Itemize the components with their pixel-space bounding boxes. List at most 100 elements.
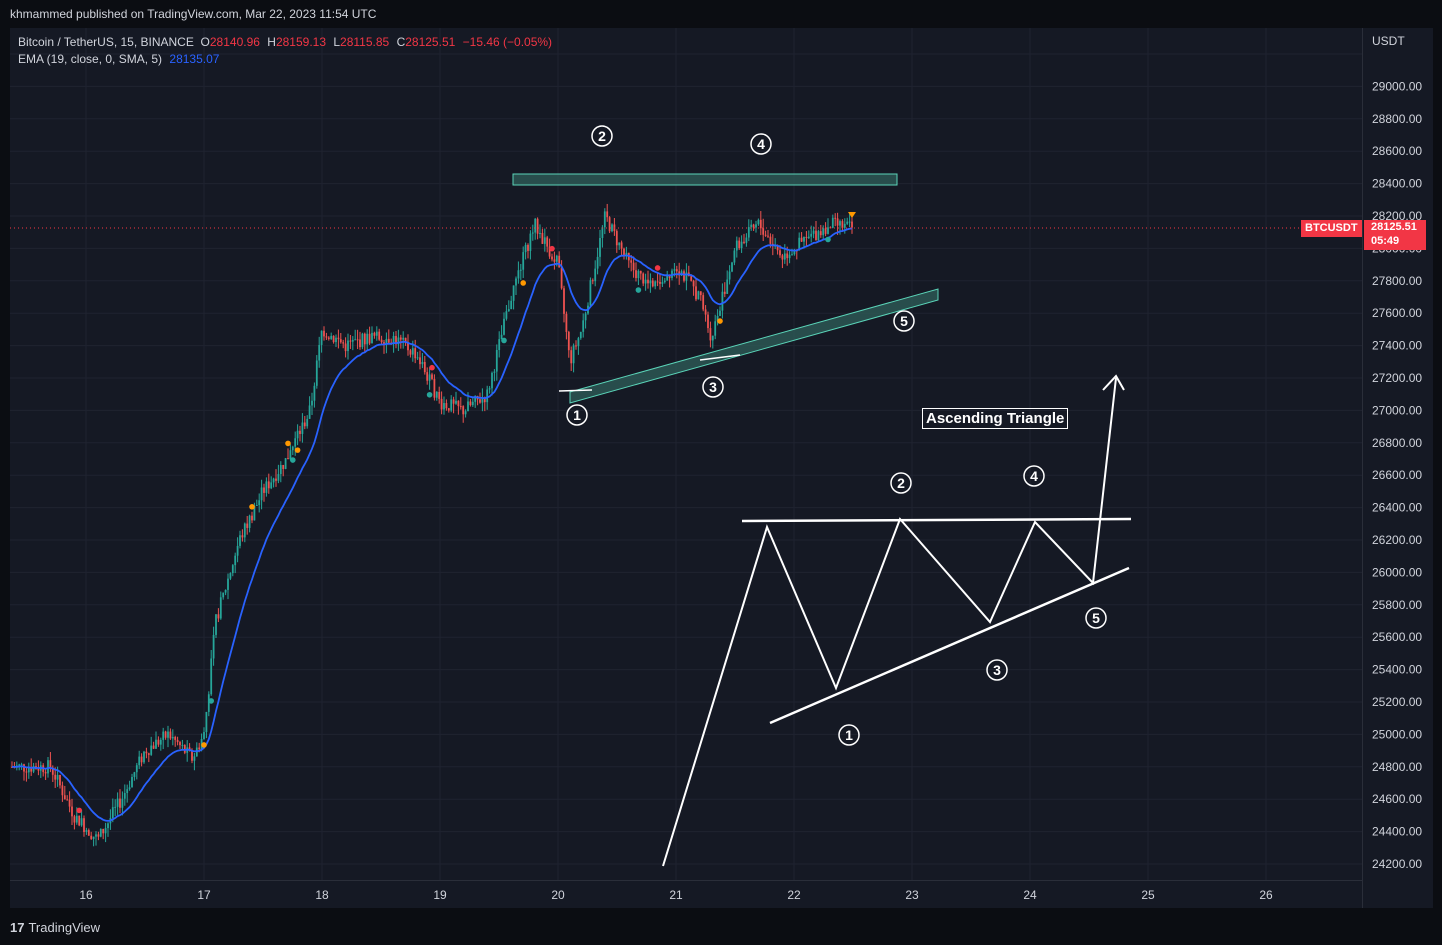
time-tick-label: 20	[551, 888, 565, 902]
candle-body	[495, 349, 498, 372]
candle-body	[183, 745, 186, 753]
candle-body	[320, 330, 323, 345]
candle-body	[455, 400, 457, 404]
candle-body	[272, 478, 275, 483]
candle-body	[270, 482, 273, 489]
candle-body	[207, 694, 210, 712]
signal-dot	[76, 807, 82, 814]
candle-body	[68, 799, 71, 807]
candle-body	[639, 270, 642, 274]
candle-body	[486, 389, 489, 403]
brand-name: TradingView	[28, 920, 101, 935]
candle-body	[162, 731, 165, 740]
candle-body	[279, 465, 282, 475]
candle-body	[675, 269, 678, 272]
candle-body	[560, 267, 563, 289]
candle-body	[342, 342, 345, 344]
low-value: 28115.85	[340, 35, 390, 49]
candle-body	[553, 259, 556, 262]
candle-body	[95, 834, 97, 837]
low1-marker	[558, 389, 593, 392]
candle-body	[747, 227, 750, 238]
candle-body	[699, 291, 702, 296]
support-channel	[569, 288, 939, 404]
candle-body	[27, 767, 30, 773]
candle-body	[296, 430, 299, 439]
price-tick-label: 26000.00	[1372, 565, 1422, 579]
candle-body	[500, 334, 503, 340]
candle-body	[582, 320, 585, 332]
candle-body	[356, 339, 359, 341]
candle-body	[20, 764, 23, 766]
candle-body	[263, 487, 265, 493]
candle-body	[707, 314, 709, 329]
candle-body	[836, 218, 839, 226]
candle-body	[313, 385, 316, 401]
time-axis[interactable]	[10, 880, 1362, 909]
candle-body	[327, 337, 330, 339]
candle-body	[231, 565, 234, 574]
candle-body	[75, 815, 78, 823]
price-axis[interactable]	[1362, 28, 1433, 908]
candle-body	[632, 262, 635, 271]
candle-body	[104, 828, 107, 834]
svg-text:3: 3	[993, 662, 1001, 678]
tv-logo-icon: 17	[10, 920, 25, 935]
candle-body	[66, 799, 69, 801]
candles	[11, 203, 853, 847]
candle-body	[387, 338, 390, 343]
candle-body	[414, 348, 417, 359]
candle-body	[191, 750, 193, 761]
close-label: C	[396, 35, 406, 49]
candle-body	[63, 795, 66, 800]
candle-body	[121, 798, 124, 808]
candle-body	[462, 406, 465, 415]
chart-legend[interactable]: Bitcoin / TetherUS, 15, BINANCE O28140.9…	[18, 34, 556, 68]
candle-body	[205, 711, 208, 733]
candle-body	[786, 253, 789, 259]
candle-body	[37, 768, 40, 771]
candle-body	[392, 335, 395, 344]
indicator-row[interactable]: EMA (19, close, 0, SMA, 5) 28135.07	[18, 51, 556, 68]
candle-body	[248, 515, 251, 528]
price-tick-label: 28400.00	[1372, 177, 1422, 191]
price-tick-label: 25400.00	[1372, 663, 1422, 677]
tradingview-logo[interactable]: 17 TradingView	[10, 920, 100, 935]
svg-text:1: 1	[573, 407, 581, 423]
price-tick-label: 28800.00	[1372, 112, 1422, 126]
candle-body	[608, 217, 611, 232]
time-tick-label: 16	[79, 888, 93, 902]
candle-body	[601, 227, 604, 238]
price-tick-label: 26800.00	[1372, 436, 1422, 450]
candle-body	[267, 481, 270, 489]
pattern-label[interactable]: Ascending Triangle	[922, 408, 1069, 429]
high-label: H	[267, 35, 276, 49]
candle-body	[803, 236, 805, 242]
candle-body	[510, 300, 513, 310]
candle-body	[318, 344, 321, 361]
candle-body	[522, 252, 525, 270]
candle-body	[323, 330, 325, 337]
svg-text:1: 1	[845, 727, 853, 743]
candle-body	[378, 331, 381, 340]
candle-body	[843, 223, 846, 228]
candle-body	[78, 815, 81, 826]
candle-body	[781, 255, 784, 260]
candle-body	[428, 374, 431, 381]
candle-body	[584, 313, 587, 321]
candle-body	[654, 281, 657, 287]
price-tick-label: 25200.00	[1372, 695, 1422, 709]
candle-body	[752, 224, 755, 228]
candle-body	[159, 739, 162, 745]
candle-body	[848, 221, 851, 223]
candle-body	[44, 772, 47, 774]
candle-body	[659, 281, 661, 284]
candle-body	[30, 767, 33, 772]
open-label: O	[200, 35, 210, 49]
candle-body	[834, 217, 837, 219]
candle-body	[779, 250, 781, 256]
candle-body	[709, 328, 712, 341]
candle-body	[361, 333, 364, 348]
candle-body	[140, 756, 143, 763]
candle-body	[623, 248, 625, 255]
